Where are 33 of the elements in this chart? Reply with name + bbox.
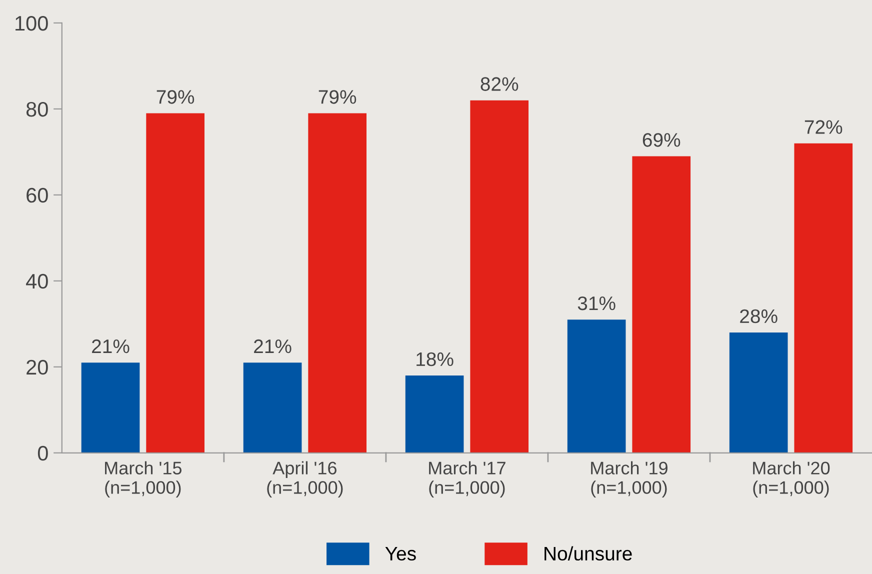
- y-tick-label: 20: [26, 360, 48, 375]
- bar: [470, 100, 529, 453]
- x-tick-label: March '19 (n=1,000): [591, 461, 668, 498]
- bar: [146, 113, 204, 453]
- y-tick-label: 100: [16, 16, 48, 31]
- y-tick-label: 40: [26, 274, 48, 289]
- data-label: 79%: [156, 90, 194, 104]
- bar: [405, 376, 464, 453]
- x-tick-label: March '17 (n=1,000): [429, 461, 506, 498]
- data-label: 79%: [318, 90, 356, 104]
- data-label: 82%: [480, 77, 518, 91]
- legend-label: Yes: [385, 546, 416, 561]
- legend-label: No/unsure: [544, 546, 632, 561]
- bar: [567, 320, 626, 453]
- y-tick-label: 80: [26, 102, 48, 117]
- bar: [308, 113, 367, 453]
- data-label: 21%: [92, 339, 130, 354]
- x-tick-label: March '15 (n=1,000): [105, 461, 182, 498]
- bar: [81, 362, 140, 453]
- data-label: 72%: [804, 120, 842, 134]
- data-label: 31%: [578, 296, 616, 310]
- data-label: 28%: [740, 309, 778, 324]
- data-label: 18%: [416, 352, 454, 366]
- y-tick-label: 0: [38, 446, 48, 461]
- x-tick-label: April '16 (n=1,000): [267, 461, 343, 498]
- x-tick-label: March '20 (n=1,000): [753, 461, 830, 498]
- bar: [243, 362, 302, 453]
- bar: [729, 332, 788, 453]
- bar: [632, 156, 691, 453]
- data-label: 69%: [642, 133, 680, 147]
- bar: [794, 143, 853, 453]
- y-tick-label: 60: [26, 188, 48, 203]
- data-label: 21%: [254, 339, 292, 354]
